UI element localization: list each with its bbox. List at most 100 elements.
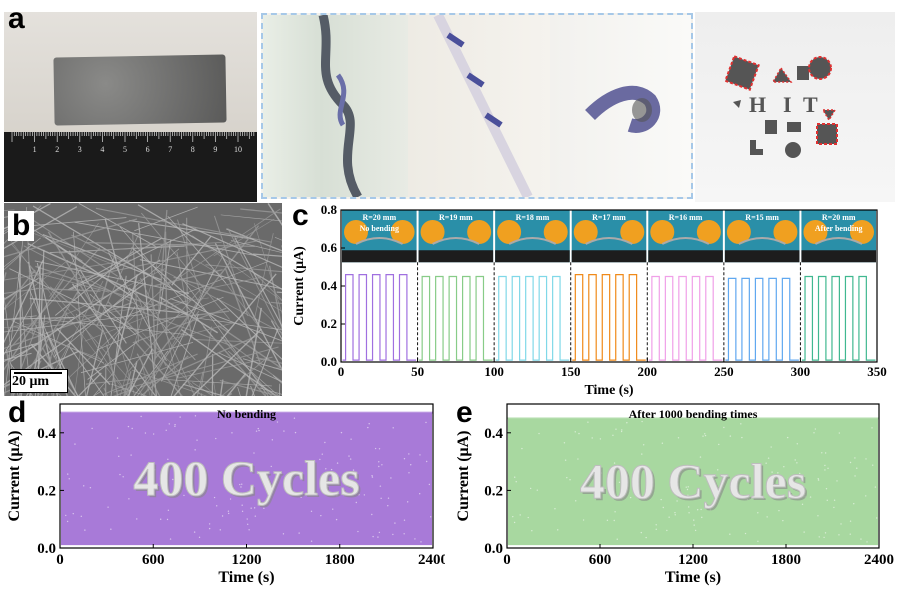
nanofiber: [170, 313, 199, 396]
x-tick-label: 1200: [678, 552, 708, 568]
clamp-knob-right: [773, 220, 798, 244]
nanofiber: [56, 327, 111, 386]
noise-speck: [741, 436, 743, 439]
ruler-number: 7: [168, 145, 172, 154]
noise-speck: [357, 530, 359, 533]
noise-speck: [414, 538, 416, 540]
ruler-number: 4: [100, 145, 104, 154]
photo-caption: R=19 mm: [439, 213, 473, 222]
noise-speck: [662, 506, 664, 509]
nanofiber: [39, 249, 45, 352]
noise-speck: [514, 476, 516, 478]
noise-speck: [348, 455, 350, 457]
noise-speck: [757, 512, 759, 514]
noise-speck: [704, 433, 706, 435]
noise-speck: [799, 472, 801, 475]
nanofiber: [49, 286, 105, 333]
noise-speck: [392, 427, 394, 429]
nanofiber: [191, 235, 282, 302]
nanofiber: [53, 248, 180, 358]
noise-speck: [694, 529, 697, 532]
noise-speck: [122, 476, 124, 478]
noise-speck: [865, 458, 867, 460]
twisted-strip-drawing: [318, 15, 362, 197]
noise-speck: [593, 490, 595, 493]
noise-speck: [250, 507, 252, 509]
chart-title: After 1000 bending times: [629, 407, 758, 421]
noise-speck: [136, 518, 138, 520]
noise-speck: [425, 421, 427, 424]
noise-speck: [606, 519, 609, 522]
noise-speck: [196, 439, 198, 441]
noise-speck: [521, 447, 523, 450]
noise-speck: [615, 428, 617, 430]
nanofiber: [10, 297, 209, 328]
noise-speck: [419, 493, 421, 495]
bent-strip: [355, 237, 404, 245]
y-tick-label: 0.0: [37, 541, 56, 557]
noise-speck: [704, 434, 707, 437]
noise-speck: [241, 483, 243, 485]
noise-speck: [849, 520, 852, 522]
nanofiber: [13, 325, 104, 361]
noise-speck: [536, 489, 539, 491]
nanofiber: [178, 356, 273, 379]
noise-speck: [676, 500, 678, 502]
noise-speck: [381, 464, 383, 466]
noise-speck: [833, 499, 836, 501]
noise-speck: [826, 499, 828, 502]
noise-speck: [371, 476, 374, 478]
clamp-knob-right: [467, 220, 492, 244]
x-tick-label: 1800: [325, 552, 355, 568]
noise-speck: [729, 435, 732, 437]
noise-speck: [569, 479, 571, 481]
noise-speck: [330, 468, 333, 471]
noise-speck: [871, 464, 874, 466]
noise-speck: [817, 478, 819, 480]
noise-speck: [796, 462, 798, 464]
noise-speck: [554, 508, 556, 510]
clamp-base: [801, 250, 876, 263]
noise-speck: [116, 437, 119, 439]
noise-speck: [746, 498, 749, 501]
clamp-knob-right: [620, 220, 645, 244]
noise-speck: [582, 519, 585, 521]
noise-speck: [72, 512, 74, 515]
x-tick-label: 600: [589, 552, 612, 568]
noise-speck: [833, 506, 835, 509]
nanofiber: [4, 258, 135, 281]
noise-speck: [823, 536, 825, 539]
nanofiber: [119, 343, 136, 396]
series-line: [419, 275, 493, 361]
noise-speck: [718, 443, 720, 446]
noise-speck: [253, 452, 255, 454]
noise-speck: [838, 534, 840, 536]
nanofiber: [54, 251, 134, 316]
noise-speck: [621, 429, 623, 431]
rolled-strip-drawing: [585, 85, 661, 133]
noise-speck: [693, 524, 695, 526]
bent-strip: [508, 237, 557, 245]
nanofiber: [36, 262, 68, 396]
noise-speck: [777, 472, 779, 474]
nanofiber: [48, 319, 194, 336]
hit-letter-h: H: [749, 92, 766, 117]
noise-speck: [227, 510, 230, 512]
nanofiber: [37, 265, 41, 396]
nanofiber: [4, 272, 7, 283]
noise-speck: [229, 498, 232, 500]
noise-speck: [168, 423, 170, 425]
clamp-knob-left: [573, 220, 598, 244]
noise-speck: [367, 426, 369, 429]
nanofiber: [113, 346, 279, 393]
series-line: [572, 274, 646, 361]
clamp-base: [724, 250, 800, 263]
photo-bending-group: [261, 13, 693, 199]
nanofiber: [164, 326, 181, 396]
nanofiber: [68, 345, 105, 396]
nanofiber: [4, 269, 36, 310]
noise-speck: [827, 467, 829, 470]
noise-speck: [717, 469, 719, 471]
noise-speck: [240, 486, 242, 488]
noise-speck: [860, 538, 862, 540]
